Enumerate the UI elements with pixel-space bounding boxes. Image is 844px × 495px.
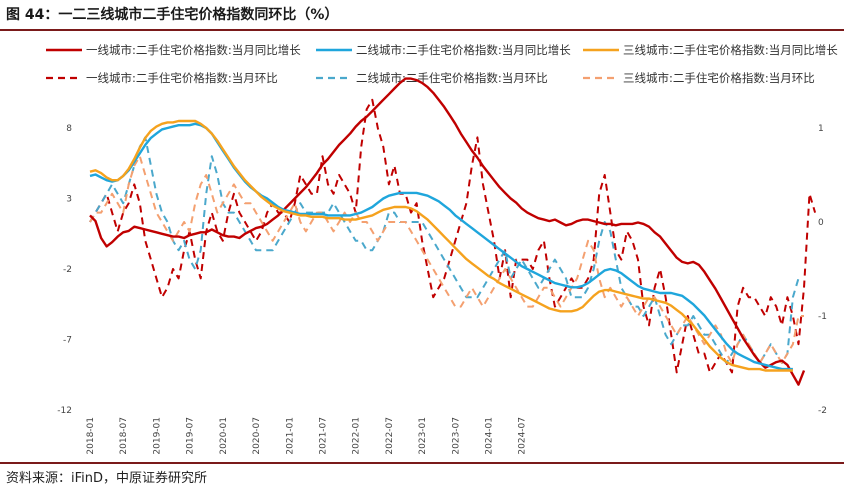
series-line-5	[89, 136, 800, 364]
x-tick: 2024-01	[485, 417, 495, 455]
y-right-tick: -2	[818, 406, 827, 416]
x-tick: 2018-01	[86, 417, 96, 455]
x-tick: 2018-07	[119, 417, 129, 455]
series-line-2	[89, 122, 793, 371]
x-tick: 2022-01	[352, 417, 362, 455]
legend-label: 三线城市:二手住宅价格指数:当月环比	[623, 71, 815, 85]
x-tick: 2020-07	[252, 417, 262, 455]
x-tick: 2023-01	[418, 417, 428, 455]
legend-label: 二线城市:二手住宅价格指数:当月同比增长	[356, 43, 571, 57]
title-rule	[0, 29, 844, 31]
legend-label: 三线城市:二手住宅价格指数:当月同比增长	[623, 43, 838, 57]
legend-label: 一线城市:二手住宅价格指数:当月环比	[86, 71, 278, 85]
x-tick: 2019-01	[152, 417, 162, 455]
chart-svg: 一线城市:二手住宅价格指数:当月同比增长 二线城市:二手住宅价格指数:当月同比增长…	[46, 43, 838, 455]
source-note: 资料来源：iFinD，中原证券研究所	[6, 471, 208, 486]
series-line-6	[89, 155, 804, 364]
x-tick: 2021-07	[318, 417, 328, 455]
y-right-tick: -1	[818, 312, 827, 322]
legend: 一线城市:二手住宅价格指数:当月同比增长 二线城市:二手住宅价格指数:当月同比增长…	[46, 43, 838, 85]
y-right-tick: 0	[818, 218, 824, 228]
x-tick: 2021-01	[285, 417, 295, 455]
legend-label: 一线城市:二手住宅价格指数:当月同比增长	[86, 43, 301, 57]
source-rule	[0, 462, 844, 464]
x-tick: 2022-07	[385, 417, 395, 455]
y-left-tick: 3	[66, 195, 72, 205]
axes: 8 3 -2 -7 -12 1 0 -1 -2 2018-01 2018-07 2019-01 2019…	[57, 124, 827, 455]
y-right-tick: 1	[818, 124, 824, 134]
figure-title: 图 44：一二三线城市二手住宅价格指数同环比（%）	[6, 7, 339, 23]
series-line-1	[89, 77, 806, 386]
series-lines	[89, 77, 817, 386]
x-tick: 2020-01	[219, 417, 229, 455]
y-left-tick: -2	[63, 265, 72, 275]
y-left-tick: -12	[57, 406, 72, 416]
series-line-4	[89, 98, 817, 374]
legend-label: 二线城市:二手住宅价格指数:当月环比	[356, 71, 548, 85]
x-tick: 2019-07	[186, 417, 196, 455]
y-left-tick: -7	[63, 336, 72, 346]
y-left-tick: 8	[66, 124, 72, 134]
x-tick: 2024-07	[518, 417, 528, 455]
series-line-3	[89, 119, 793, 372]
x-tick: 2023-07	[451, 417, 461, 455]
